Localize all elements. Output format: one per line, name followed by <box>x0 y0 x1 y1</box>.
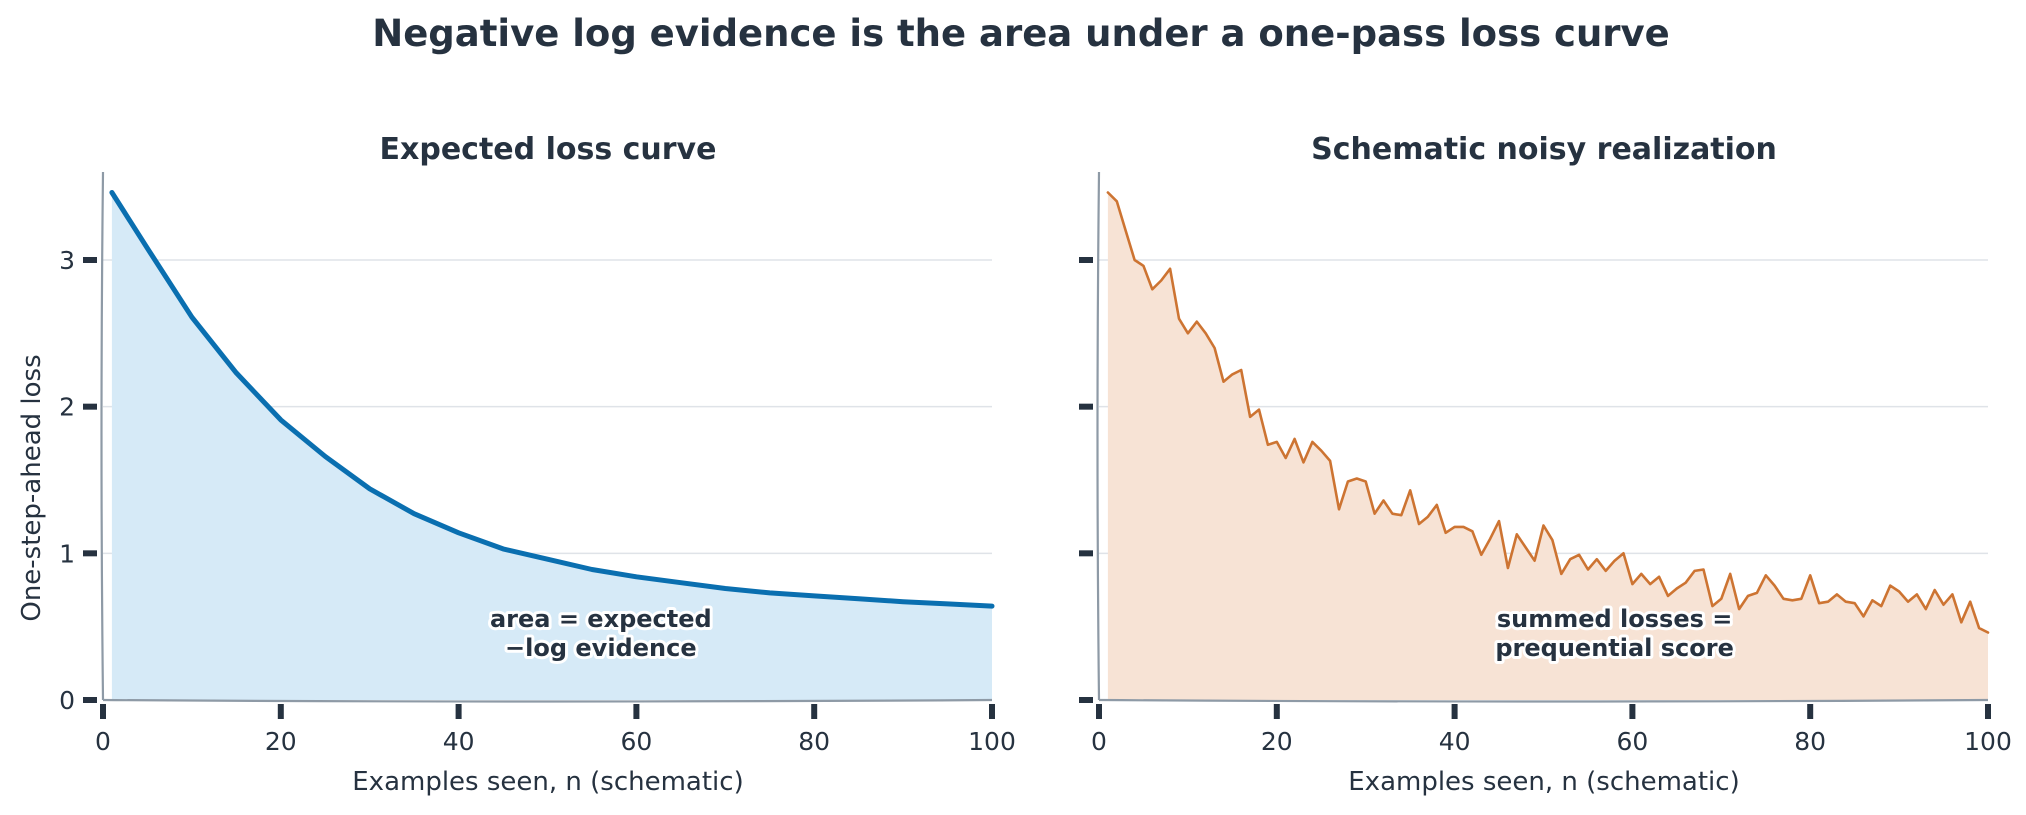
y-spine <box>1096 171 1101 701</box>
x-tick-label: 80 <box>798 727 830 756</box>
y-ticks <box>1079 257 1093 703</box>
x-tick-label: 40 <box>1439 727 1471 756</box>
x-spine <box>102 698 993 703</box>
x-tick-label: 80 <box>1794 727 1826 756</box>
panel-title: Schematic noisy realization <box>1311 132 1777 167</box>
panel-noisy-realization: Schematic noisy realization 0 20 40 60 80 100… <box>1079 132 2012 797</box>
area-fill <box>1107 192 1988 700</box>
x-tick-label: 0 <box>1091 727 1107 756</box>
panel-title: Expected loss curve <box>380 132 717 167</box>
panel-expected-loss: Expected loss curve 0 20 40 60 80 100 0 1 2 3 Ex… <box>17 132 1016 797</box>
axes-spines <box>1096 171 1989 703</box>
y-tick-label: 0 <box>59 686 75 715</box>
x-spine <box>1098 698 1989 703</box>
x-axis-label: Examples seen, n (schematic) <box>1348 767 1739 797</box>
area-annotation: area = expected−log evidence <box>487 602 715 665</box>
loss-line <box>1106 191 1990 634</box>
x-tick-label: 100 <box>1964 727 2012 756</box>
annotation-line: summed losses = <box>1497 605 1733 633</box>
x-tick-label: 40 <box>443 727 475 756</box>
x-tick-label: 60 <box>1616 727 1648 756</box>
y-tick-label: 1 <box>59 539 75 568</box>
x-axis-label: Examples seen, n (schematic) <box>352 767 743 797</box>
x-tick-label: 20 <box>1261 727 1293 756</box>
loss-area <box>111 192 992 700</box>
x-tick-label: 60 <box>620 727 652 756</box>
x-tick-label: 0 <box>95 727 111 756</box>
area-fill <box>111 192 992 700</box>
y-ticks: 0 1 2 3 <box>59 246 97 715</box>
y-spine <box>100 171 105 701</box>
annotation-line: area = expected <box>490 605 712 633</box>
x-ticks: 0 20 40 60 80 100 <box>1091 704 2012 756</box>
loss-area <box>1107 192 1988 700</box>
axes-spines <box>100 171 993 703</box>
x-tick-label: 100 <box>968 727 1016 756</box>
x-tick-label: 20 <box>265 727 297 756</box>
loss-line <box>109 190 995 609</box>
series-line <box>1106 191 1990 634</box>
y-tick-label: 2 <box>59 393 75 422</box>
y-axis-label: One-step-ahead loss <box>17 354 47 621</box>
annotation-line: prequential score <box>1495 634 1734 662</box>
series-line <box>109 190 995 609</box>
area-annotation: summed losses =prequential score <box>1492 602 1737 665</box>
figure-title: Negative log evidence is the area under … <box>372 12 1670 55</box>
y-tick-label: 3 <box>59 246 75 275</box>
annotation-line: −log evidence <box>505 634 697 662</box>
x-ticks: 0 20 40 60 80 100 <box>95 704 1016 756</box>
